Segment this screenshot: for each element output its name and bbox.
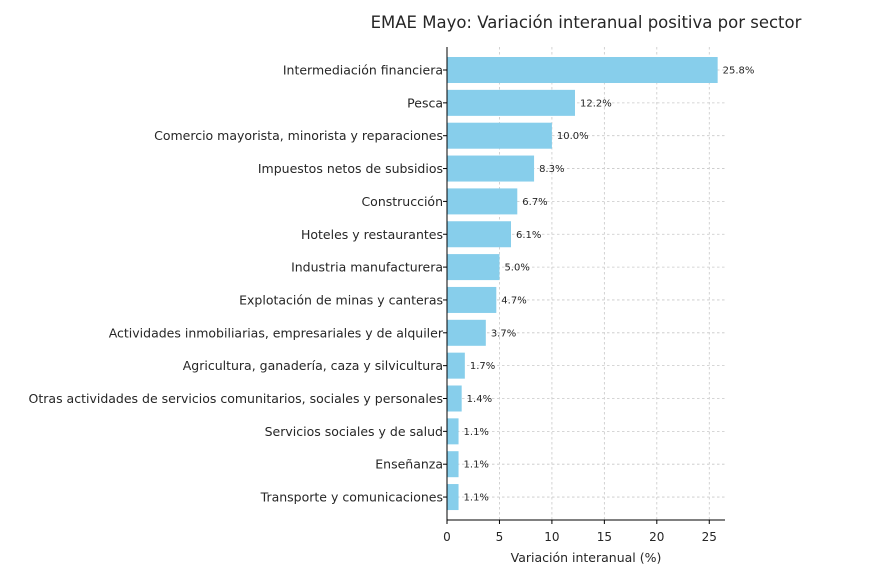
bar [447,286,497,313]
category-label: Otras actividades de servicios comunitar… [29,391,443,406]
bar-value-label: 1.1% [464,460,489,471]
category-label: Industria manufacturera [291,260,443,275]
bar-value-label: 12.2% [580,98,612,109]
bar-value-label: 5.0% [504,263,529,274]
x-tick-label: 0 [443,530,451,544]
bar [447,451,459,478]
tick-layer: 0 5 10 15 20 25 Intermediación financiera Pesca… [29,63,717,545]
bar [447,254,500,281]
category-label: Servicios sociales y de salud [265,424,443,439]
x-tick-label: 10 [544,530,559,544]
x-tick-label: 20 [649,530,664,544]
bar [447,385,462,412]
category-label: Comercio mayorista, minorista y reparaci… [154,128,443,143]
bar [447,484,459,511]
bar [447,352,465,379]
x-tick-label: 5 [496,530,504,544]
bar-value-label: 8.3% [539,164,564,175]
bar [447,122,552,149]
category-label: Transporte y comunicaciones [260,490,443,505]
bar [447,89,575,116]
category-label: Construcción [361,194,443,209]
bar-layer [447,57,718,511]
bar [447,319,486,346]
category-label: Hoteles y restaurantes [301,227,443,242]
bar-value-label: 1.4% [467,394,492,405]
grid-layer [446,47,725,520]
axis-layer [446,47,725,521]
category-label: Intermediación financiera [283,63,443,78]
bar [447,188,518,215]
bar [447,221,511,248]
bar [447,57,718,83]
category-label: Impuestos netos de subsidios [258,161,443,176]
bar-value-label: 3.7% [491,328,516,339]
x-tick-label: 25 [702,530,717,544]
category-label: Pesca [407,95,443,110]
bar [447,418,459,445]
x-tick-label: 15 [597,530,612,544]
bar-value-label: 1.1% [464,427,489,438]
category-label: Agricultura, ganadería, caza y silvicult… [183,358,443,373]
bar-value-label: 6.7% [522,197,547,208]
bar-value-label: 6.1% [516,230,541,241]
label-layer: 25.8% 12.2% 10.0% 8.3% 6.7% 6.1% 5.0% 4.7% 3.7% 1… [464,66,755,504]
bar-value-label: 1.7% [470,361,495,372]
x-axis-label: Variación interanual (%) [511,550,662,565]
bar-value-label: 1.1% [464,493,489,504]
bar-value-label: 4.7% [501,295,526,306]
chart-title: EMAE Mayo: Variación interanual positiva… [371,13,802,32]
category-label: Actividades inmobiliarias, empresariales… [109,325,444,340]
bar-value-label: 10.0% [557,131,589,142]
bar-value-label: 25.8% [723,66,755,77]
category-label: Enseñanza [375,457,443,472]
bar [447,155,535,182]
category-label: Explotación de minas y canteras [239,292,443,307]
